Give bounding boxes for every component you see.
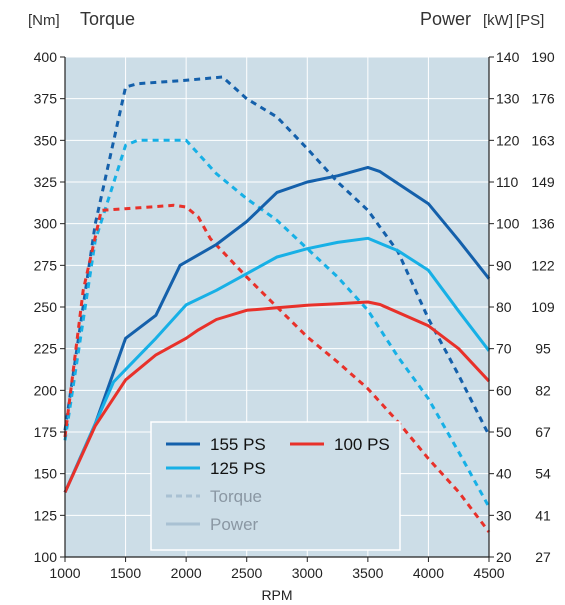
- series-layer: [63, 75, 491, 533]
- x-tick-label: 4000: [413, 565, 444, 581]
- right-unit-ps-label: [PS]: [516, 12, 544, 29]
- y-tick-label-kw: 30: [496, 507, 512, 523]
- legend-label-155-ps: 155 PS: [210, 435, 266, 454]
- y-tick-label-ps: 176: [531, 91, 555, 107]
- series-line-100-ps-torque: [63, 203, 491, 533]
- y-tick-label-torque: 200: [34, 382, 58, 398]
- y-tick-label-kw: 50: [496, 424, 512, 440]
- y-tick-label-torque: 375: [34, 91, 58, 107]
- x-tick-label: 4500: [473, 565, 504, 581]
- y-tick-label-torque: 150: [34, 466, 58, 482]
- right-axis-title: Power: [420, 9, 471, 29]
- y-tick-label-torque: 225: [34, 341, 58, 357]
- legend-label-100-ps: 100 PS: [334, 435, 390, 454]
- series-line-125-ps-power: [63, 236, 491, 494]
- y-tick-label-torque: 175: [34, 424, 58, 440]
- y-tick-label-ps: 54: [535, 466, 551, 482]
- y-tick-label-kw: 70: [496, 341, 512, 357]
- y-tick-label-torque: 400: [34, 49, 58, 65]
- legend-label-torque: Torque: [210, 487, 262, 506]
- y-tick-label-kw: 90: [496, 257, 512, 273]
- x-tick-label: 2000: [171, 565, 202, 581]
- y-tick-label-kw: 140: [496, 49, 520, 65]
- axes-layer: 100 125 150 175 200 225 250 275 300 325 350 375 400 2…: [34, 49, 555, 581]
- y-tick-label-kw: 20: [496, 549, 512, 565]
- x-tick-label: 1000: [49, 565, 80, 581]
- series-line-155-ps-torque: [63, 75, 491, 436]
- right-unit-kw-label: [kW]: [483, 12, 513, 29]
- y-tick-label-torque: 275: [34, 257, 58, 273]
- y-tick-label-ps: 27: [535, 549, 551, 565]
- series-line-100-ps-power: [63, 300, 491, 494]
- y-tick-label-kw: 120: [496, 132, 520, 148]
- y-tick-label-torque: 100: [34, 549, 58, 565]
- y-tick-label-torque: 125: [34, 507, 58, 523]
- y-tick-label-ps: 82: [535, 382, 551, 398]
- legend-label-125-ps: 125 PS: [210, 459, 266, 478]
- x-tick-label: 3000: [292, 565, 323, 581]
- y-tick-label-kw: 80: [496, 299, 512, 315]
- y-tick-label-ps: 163: [531, 132, 555, 148]
- y-tick-label-kw: 110: [496, 174, 519, 190]
- left-axis-title: Torque: [80, 9, 135, 29]
- y-tick-label-torque: 250: [34, 299, 58, 315]
- y-tick-label-ps: 122: [531, 257, 555, 273]
- series-line-125-ps-torque: [63, 138, 491, 508]
- x-tick-label: 2500: [231, 565, 262, 581]
- y-tick-label-ps: 190: [531, 49, 555, 65]
- legend-label-power: Power: [210, 515, 259, 534]
- y-tick-label-kw: 60: [496, 382, 512, 398]
- x-axis-label: RPM: [261, 587, 292, 603]
- y-tick-label-ps: 41: [535, 507, 551, 523]
- x-tick-label: 3500: [352, 565, 383, 581]
- y-tick-label-torque: 325: [34, 174, 58, 190]
- y-tick-label-kw: 40: [496, 466, 512, 482]
- x-tick-label: 1500: [110, 565, 141, 581]
- y-tick-label-torque: 300: [34, 216, 58, 232]
- left-unit-label: [Nm]: [28, 12, 60, 29]
- y-tick-label-ps: 109: [531, 299, 555, 315]
- y-tick-label-ps: 67: [535, 424, 551, 440]
- y-tick-label-torque: 350: [34, 132, 58, 148]
- y-tick-label-ps: 95: [535, 341, 551, 357]
- series-line-155-ps-power: [63, 165, 491, 494]
- y-tick-label-ps: 136: [531, 216, 555, 232]
- y-tick-label-kw: 100: [496, 216, 520, 232]
- legend: 155 PS 100 PS 125 PS Torque Power: [150, 421, 401, 551]
- y-tick-label-kw: 130: [496, 91, 520, 107]
- y-tick-label-ps: 149: [531, 174, 555, 190]
